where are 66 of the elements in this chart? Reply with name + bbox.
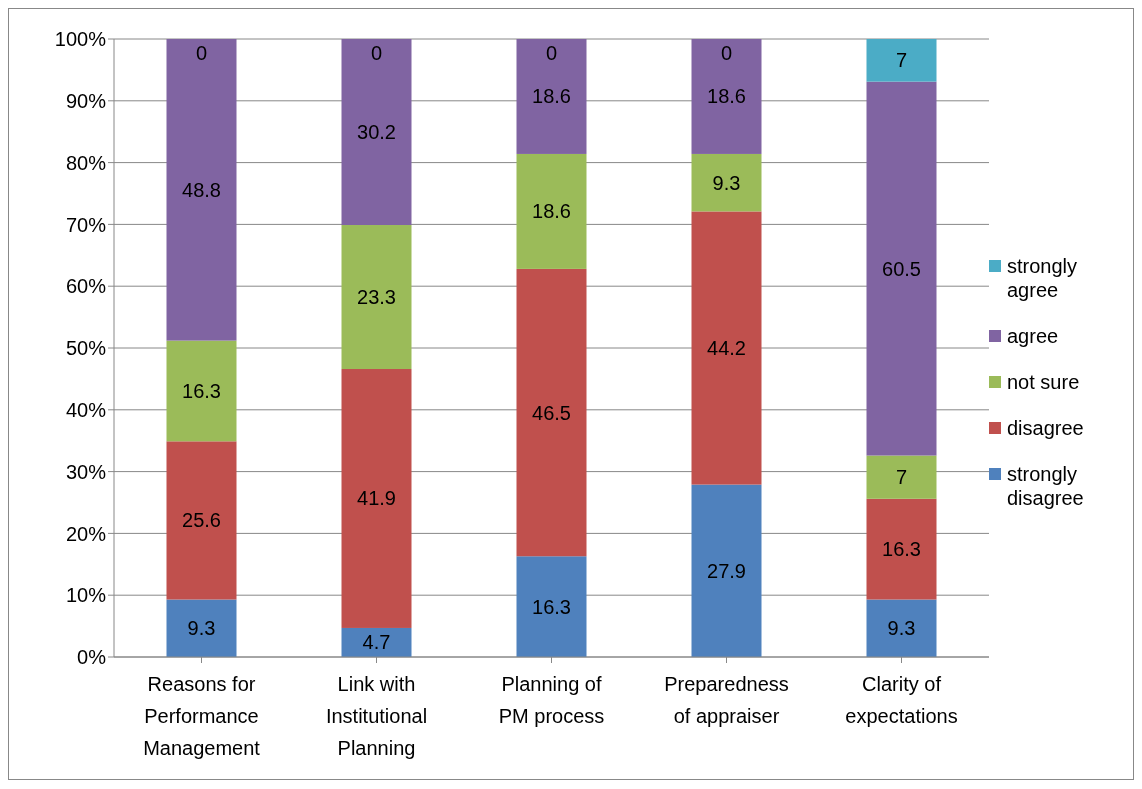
legend-label: agree	[1007, 324, 1060, 348]
y-tick-label: 0%	[77, 646, 107, 669]
bar	[341, 225, 412, 370]
y-tick-label: 60%	[65, 275, 107, 298]
data-label: 18.6	[532, 200, 571, 223]
bar	[691, 211, 762, 485]
bar	[691, 484, 762, 657]
y-tick-label: 100%	[54, 28, 107, 51]
y-tick-label: 70%	[65, 213, 107, 236]
x-tick-label: Clarity of expectations	[845, 673, 958, 727]
bar	[341, 369, 412, 628]
data-label: 0	[545, 42, 558, 64]
bar	[866, 599, 937, 657]
data-label: 16.3	[532, 595, 571, 618]
y-tick-label: 80%	[65, 151, 107, 174]
bar	[166, 441, 237, 600]
data-label: 7	[895, 466, 908, 489]
data-label: 44.2	[707, 337, 746, 359]
legend-label: strongly disagree	[1007, 462, 1085, 510]
y-tick-label: 20%	[65, 522, 107, 545]
data-label: 4.7	[362, 631, 391, 654]
bar	[866, 39, 937, 82]
y-tick-label: 40%	[65, 398, 107, 421]
y-tick-label: 10%	[65, 584, 107, 607]
bar	[341, 39, 412, 226]
data-label: 48.8	[182, 178, 221, 201]
x-tick-label: Planning of PM process	[498, 673, 605, 727]
data-label: 30.2	[357, 121, 396, 144]
data-label: 9.3	[187, 617, 216, 640]
data-label: 60.5	[882, 257, 921, 280]
data-label: 46.5	[532, 401, 571, 424]
y-tick-label: 30%	[65, 460, 107, 483]
bar	[866, 81, 937, 456]
data-label: 9.3	[887, 617, 916, 640]
x-tick-label: Reasons for Performance Management	[143, 673, 261, 759]
bar	[516, 39, 587, 154]
bar	[166, 340, 237, 442]
x-tick-label: Preparedness of appraiser	[664, 673, 789, 727]
legend-label: strongly agree	[1007, 254, 1079, 302]
bar	[866, 498, 937, 600]
x-tick-label: Link with Institutional Planning	[325, 673, 428, 759]
data-label: 41.9	[357, 487, 396, 510]
bar	[691, 153, 762, 212]
bar	[516, 268, 587, 557]
bar	[516, 556, 587, 657]
data-label: 0	[720, 42, 733, 64]
data-label: 0	[370, 42, 383, 64]
data-label: 27.9	[707, 559, 746, 582]
y-tick-label: 90%	[65, 89, 107, 112]
bar	[691, 39, 762, 154]
data-label: 16.3	[182, 379, 221, 402]
data-label: 25.6	[182, 509, 221, 532]
data-label: 18.6	[532, 85, 571, 108]
y-tick-label: 50%	[65, 337, 107, 360]
bar	[866, 455, 937, 499]
legend-label: disagree	[1007, 416, 1085, 440]
data-label: 18.6	[707, 85, 746, 108]
data-label: 16.3	[882, 538, 921, 561]
data-label: 7	[895, 49, 908, 72]
data-label: 23.3	[357, 286, 396, 309]
bar	[516, 153, 587, 269]
data-label: 9.3	[712, 171, 741, 194]
data-label: 0	[195, 42, 208, 64]
legend-label: not sure	[1007, 370, 1081, 394]
bar	[166, 599, 237, 657]
bar	[166, 39, 237, 341]
